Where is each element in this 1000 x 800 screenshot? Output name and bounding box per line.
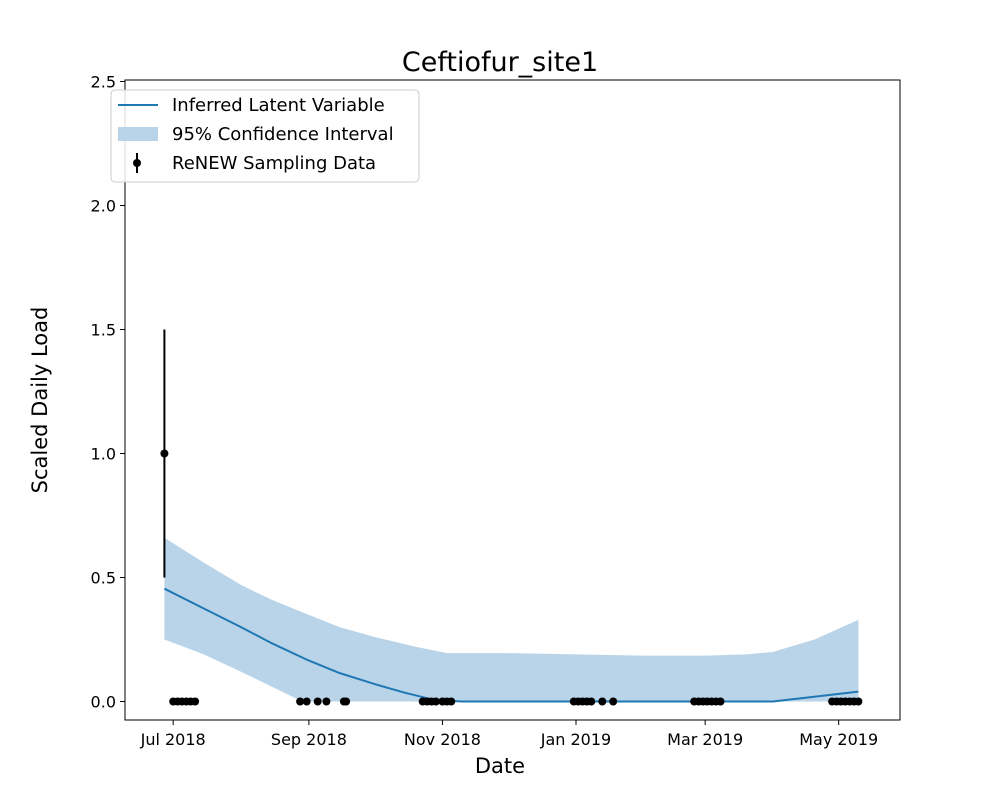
data-point <box>609 697 618 706</box>
data-point <box>716 697 725 706</box>
data-point <box>160 449 169 458</box>
legend-label-points: ReNEW Sampling Data <box>172 153 376 174</box>
x-tick-label: Jan 2019 <box>540 730 611 749</box>
x-tick-label: Nov 2018 <box>404 730 481 749</box>
x-axis-title: Date <box>475 754 525 778</box>
data-point <box>598 697 607 706</box>
y-axis: 0.0 0.5 1.0 1.5 2.0 2.5 <box>91 73 125 712</box>
y-tick-label: 0.5 <box>91 569 116 588</box>
legend-box <box>110 89 420 183</box>
data-point <box>447 697 456 706</box>
y-tick-label: 1.0 <box>91 445 116 464</box>
legend-label-band: 95% Confidence Interval <box>172 124 394 145</box>
data-point <box>431 697 440 706</box>
y-tick-label: 0.0 <box>91 693 116 712</box>
data-point <box>191 697 200 706</box>
plot-frame <box>124 79 901 721</box>
data-point <box>302 697 311 706</box>
latent-variable-line <box>163 587 859 703</box>
data-point <box>313 697 322 706</box>
y-tick-label: 2.5 <box>91 73 116 92</box>
x-tick-label: May 2019 <box>799 730 878 749</box>
legend: Inferred Latent Variable 95% Confidence … <box>110 89 420 183</box>
x-tick-label: Jul 2018 <box>140 730 206 749</box>
x-tick-label: Sep 2018 <box>271 730 347 749</box>
chart-title: Ceftiofur_site1 <box>402 47 598 78</box>
y-axis-title: Scaled Daily Load <box>28 307 52 494</box>
legend-band-swatch <box>118 127 158 141</box>
y-tick-label: 2.0 <box>91 197 116 216</box>
legend-point-swatch <box>133 159 141 167</box>
data-point <box>342 697 351 706</box>
data-point <box>296 697 305 706</box>
y-tick-label: 1.5 <box>91 321 116 340</box>
plot-area <box>160 329 863 706</box>
data-point <box>322 697 331 706</box>
x-tick-label: Mar 2019 <box>667 730 743 749</box>
data-point <box>587 697 596 706</box>
confidence-band <box>164 537 859 702</box>
data-point <box>854 697 863 706</box>
x-axis: Jul 2018 Sep 2018 Nov 2018 Jan 2019 Mar 2019… <box>140 720 878 749</box>
legend-label-line: Inferred Latent Variable <box>172 95 385 116</box>
